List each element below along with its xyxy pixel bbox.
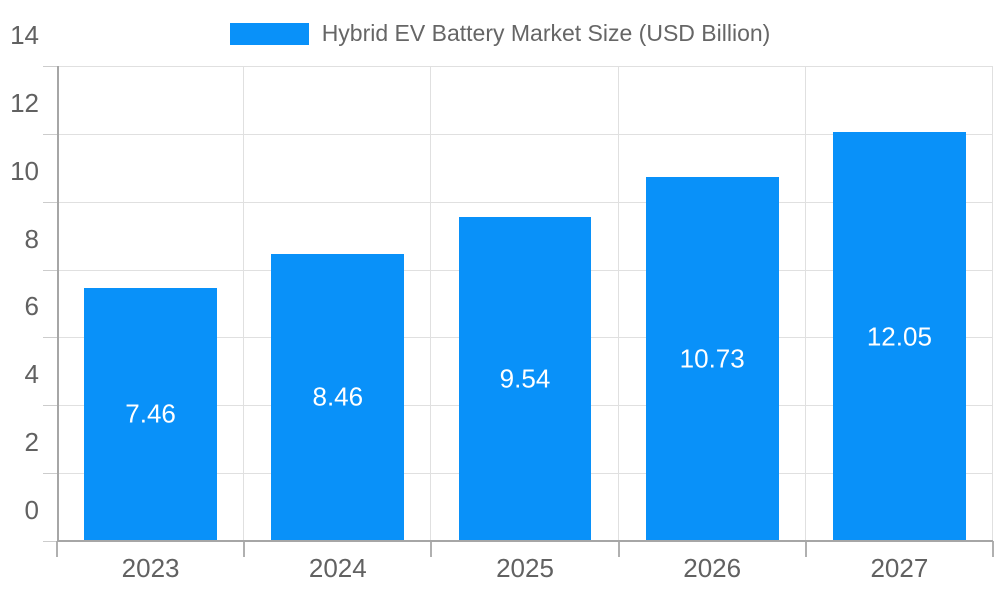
x-axis-tick [617,541,620,557]
bar-value-label: 9.54 [499,363,551,394]
y-gridline [57,133,993,135]
y-axis-tick-label: 6 [24,291,39,322]
y-axis-tick-label: 12 [10,87,39,118]
y-axis-tick-label: 14 [10,19,39,50]
x-axis-category-label: 2023 [121,553,180,583]
plot-area: 0 2 4 6 8 10 12 14 7.46 2023 8.46 2024 9.54 2025 10.73… [10,20,994,583]
x-axis [57,540,993,542]
y-axis-tick-label: 10 [10,155,39,186]
bar: 8.46 [271,253,405,541]
x-axis-category-label: 2026 [683,553,742,583]
x-gridline [992,66,993,541]
x-gridline [617,66,619,541]
y-axis-tick-label: 2 [24,427,39,458]
y-axis-tick [43,133,57,135]
legend-swatch [229,22,309,45]
y-axis-tick [43,269,57,271]
bar: 7.46 [84,287,218,541]
y-axis-tick-label: 4 [24,359,39,390]
legend-label: Hybrid EV Battery Market Size (USD Billi… [321,20,771,46]
x-axis-tick [804,541,807,557]
y-axis-tick [43,66,57,67]
y-axis-tick [43,541,57,542]
y-axis-tick-label: 8 [24,223,39,254]
y-gridline [57,66,993,67]
x-axis-tick [992,541,994,557]
y-axis-tick [43,405,57,407]
bar: 10.73 [645,176,779,541]
x-axis-tick [56,541,58,557]
bar-value-label: 7.46 [125,398,176,429]
bar-value-label: 10.73 [679,343,745,374]
y-axis-tick [43,337,57,339]
x-axis-tick [243,541,246,557]
x-axis-tick [430,541,433,557]
bar: 12.05 [832,132,966,541]
y-axis-tick-label: 0 [24,494,39,525]
bar-value-label: 8.46 [312,381,364,412]
x-axis-category-label: 2025 [496,553,554,583]
y-axis-tick [43,473,57,475]
y-gridline [57,201,993,203]
x-axis-category-label: 2024 [308,553,367,583]
y-axis-tick [43,201,57,203]
x-gridline [804,66,806,541]
legend[interactable]: Hybrid EV Battery Market Size (USD Billi… [0,20,1000,47]
bar-value-label: 12.05 [866,321,932,352]
x-gridline [243,66,245,541]
x-gridline [430,66,432,541]
y-axis [57,66,59,541]
x-axis-category-label: 2027 [870,553,929,583]
bar: 9.54 [458,217,592,541]
